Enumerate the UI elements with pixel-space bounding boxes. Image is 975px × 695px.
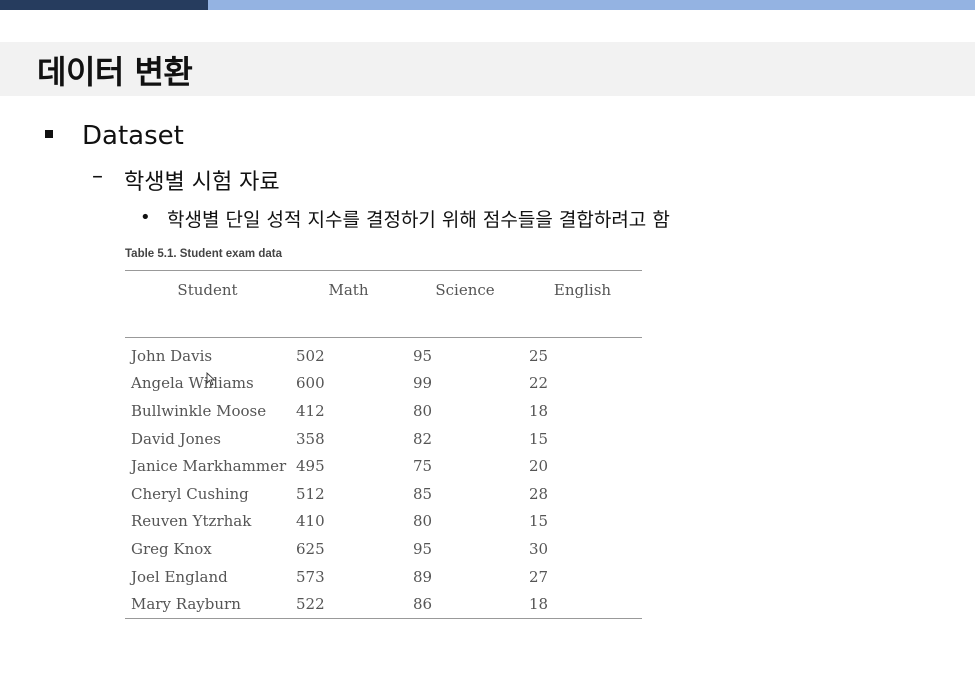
science-score-cell: 95: [413, 346, 433, 365]
table-caption: Table 5.1. Student exam data: [125, 248, 283, 260]
science-score-cell: 80: [413, 401, 433, 420]
english-score-cell: 27: [529, 567, 549, 586]
student-name-cell: Joel England: [131, 567, 228, 586]
square-bullet-icon: [45, 130, 53, 138]
table-row: John Davis 502 95 25: [125, 338, 642, 370]
student-exam-table: Student Math Science English John Davis 5…: [125, 270, 642, 619]
bullet-level3-text: 학생별 단일 성적 지수를 결정하기 위해 점수들을 결합하려고 함: [167, 209, 670, 231]
science-score-cell: 95: [413, 539, 433, 558]
student-name-cell: Angela Williams: [131, 374, 254, 393]
science-score-cell: 89: [413, 567, 433, 586]
student-name-cell: Greg Knox: [131, 539, 212, 558]
table-header-row: Student Math Science English: [125, 270, 642, 338]
math-score-cell: 495: [296, 457, 325, 476]
student-name-cell: Mary Rayburn: [125, 590, 290, 619]
table-row: Greg Knox 625 95 30: [125, 535, 642, 563]
bullet-level1-text: Dataset: [82, 121, 184, 151]
student-name-cell: Cheryl Cushing: [131, 484, 249, 503]
english-score-cell: 20: [529, 457, 549, 476]
english-score-cell: 25: [529, 346, 549, 365]
science-score-cell: 86: [407, 590, 523, 619]
top-accent-bar-light: [208, 0, 975, 10]
table-row: Bullwinkle Moose 412 80 18: [125, 397, 642, 425]
header-english: English: [523, 270, 642, 338]
science-score-cell: 75: [413, 457, 433, 476]
student-name-cell: Bullwinkle Moose: [131, 401, 267, 420]
science-score-cell: 99: [413, 374, 433, 393]
header-science: Science: [407, 270, 523, 338]
top-accent-bar-dark: [0, 0, 208, 10]
english-score-cell: 18: [523, 590, 642, 619]
student-name-cell: Janice Markhammer: [131, 457, 287, 476]
table-row: Janice Markhammer 495 75 20: [125, 452, 642, 480]
dot-bullet-icon: •: [140, 207, 151, 228]
table-row: Reuven Ytzrhak 410 80 15: [125, 508, 642, 536]
table-row: Cheryl Cushing 512 85 28: [125, 480, 642, 508]
math-score-cell: 502: [296, 346, 325, 365]
english-score-cell: 30: [529, 539, 549, 558]
dash-bullet-icon: –: [92, 164, 103, 189]
header-math: Math: [290, 270, 407, 338]
math-score-cell: 358: [296, 429, 325, 448]
english-score-cell: 15: [529, 429, 549, 448]
math-score-cell: 512: [296, 484, 325, 503]
science-score-cell: 82: [413, 429, 433, 448]
english-score-cell: 18: [529, 401, 549, 420]
math-score-cell: 573: [296, 567, 325, 586]
math-score-cell: 410: [296, 512, 325, 531]
slide-title: 데이터 변환: [37, 53, 193, 91]
student-name-cell: Reuven Ytzrhak: [131, 512, 252, 531]
student-name-cell: John Davis: [131, 346, 213, 365]
english-score-cell: 15: [529, 512, 549, 531]
header-student: Student: [125, 270, 290, 338]
science-score-cell: 80: [413, 512, 433, 531]
science-score-cell: 85: [413, 484, 433, 503]
table-row: David Jones 358 82 15: [125, 425, 642, 453]
math-score-cell: 522: [290, 590, 407, 619]
table-row: Mary Rayburn 522 86 18: [125, 590, 642, 619]
table-row: Angela Williams 600 99 22: [125, 370, 642, 398]
english-score-cell: 22: [529, 374, 549, 393]
math-score-cell: 600: [296, 374, 325, 393]
bullet-level2-text: 학생별 시험 자료: [124, 170, 280, 195]
math-score-cell: 412: [296, 401, 325, 420]
math-score-cell: 625: [296, 539, 325, 558]
student-name-cell: David Jones: [131, 429, 221, 448]
english-score-cell: 28: [529, 484, 549, 503]
title-band: [0, 42, 975, 96]
table-row: Joel England 573 89 27: [125, 563, 642, 591]
